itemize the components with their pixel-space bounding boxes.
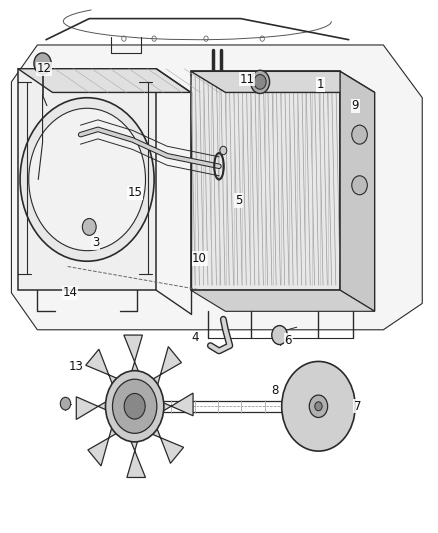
Text: 8: 8 [272,384,279,397]
Circle shape [352,176,367,195]
Text: 1: 1 [317,78,325,91]
Circle shape [352,125,367,144]
Text: 7: 7 [353,400,361,413]
Text: 14: 14 [62,286,77,300]
Text: 9: 9 [351,99,359,112]
Circle shape [20,98,154,261]
Polygon shape [11,45,422,330]
Text: 12: 12 [36,62,51,75]
Polygon shape [155,393,193,416]
Polygon shape [144,420,184,463]
Text: 11: 11 [240,73,254,86]
Text: 5: 5 [235,194,242,207]
Circle shape [272,326,287,344]
Text: 15: 15 [127,186,142,199]
Polygon shape [76,397,114,419]
Circle shape [254,75,266,90]
Circle shape [251,70,270,93]
Polygon shape [146,346,181,395]
Circle shape [124,393,145,419]
Text: 10: 10 [192,252,207,265]
Polygon shape [340,71,374,311]
Circle shape [29,108,145,251]
Text: 6: 6 [284,334,292,347]
Circle shape [106,370,164,442]
Polygon shape [18,69,156,290]
Polygon shape [18,69,191,92]
Text: 4: 4 [191,331,199,344]
Polygon shape [191,71,374,92]
Bar [191,71,340,290]
Circle shape [309,395,328,417]
Circle shape [82,219,96,236]
Circle shape [60,397,71,410]
Circle shape [282,361,355,451]
Circle shape [113,379,157,433]
Polygon shape [88,418,124,466]
Polygon shape [127,432,145,478]
Polygon shape [124,335,142,381]
Text: 13: 13 [69,360,84,373]
Polygon shape [86,349,125,392]
Circle shape [220,146,227,155]
Circle shape [34,53,51,74]
Text: 3: 3 [92,236,99,249]
Circle shape [315,402,322,411]
Polygon shape [191,290,374,311]
